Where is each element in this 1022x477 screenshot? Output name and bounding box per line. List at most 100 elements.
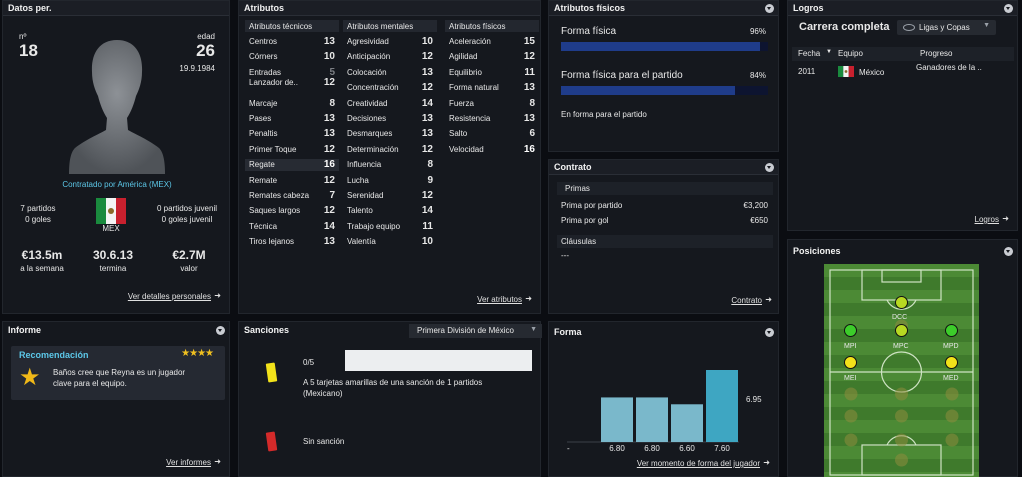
bonuses-header: Primas (557, 182, 773, 195)
dropdown-icon[interactable] (765, 328, 774, 337)
position-mpd-dot[interactable] (945, 324, 958, 337)
attribute-row[interactable]: Trabajo equipo 11 (343, 221, 437, 233)
attribute-row[interactable]: Agilidad 12 (445, 51, 539, 63)
attribute-name: Decisiones (347, 114, 387, 123)
attribute-value: 14 (421, 205, 433, 217)
attribute-name: Concentración (347, 83, 399, 93)
achievements-link[interactable]: Logros (974, 215, 999, 224)
arrow-right-icon: ➜ (214, 291, 221, 300)
attributes-link[interactable]: Ver atributos (477, 295, 522, 304)
attribute-row[interactable]: Penaltis 13 (245, 128, 339, 140)
attribute-value: 16 (323, 159, 335, 171)
attribute-value: 5 (329, 66, 335, 78)
dropdown-icon[interactable] (216, 326, 225, 335)
date-of-birth: 19.9.1984 (179, 64, 215, 73)
form-bar[interactable] (671, 404, 703, 442)
form-average-label: 6.95 (746, 395, 762, 404)
arrow-right-icon: ➜ (763, 458, 770, 467)
attribute-row[interactable]: Pases 13 (245, 113, 339, 125)
attribute-name: Marcaje (249, 98, 278, 108)
attribute-value: 12 (323, 76, 335, 88)
match-fitness-bar (561, 86, 768, 95)
attribute-row[interactable]: Aceleración 15 (445, 36, 539, 48)
attribute-row[interactable]: Marcaje 8 (245, 98, 339, 110)
form-bar[interactable] (636, 397, 668, 442)
achievement-row[interactable]: 2011 México Ganadores de la .. (792, 63, 1014, 79)
chevron-down-icon: ▼ (530, 326, 537, 333)
dropdown-icon[interactable] (1004, 247, 1013, 256)
attribute-row[interactable]: Concentración 12 (343, 82, 437, 94)
attribute-row[interactable]: Decisiones 13 (343, 113, 437, 125)
clauses-value: --- (561, 251, 569, 260)
attribute-row[interactable]: Córners 10 (245, 51, 339, 63)
position-mei-dot[interactable] (844, 356, 857, 369)
col-progress[interactable]: Progreso (920, 49, 953, 58)
attribute-row[interactable]: Velocidad 16 (445, 144, 539, 156)
attribute-row[interactable]: Forma natural 13 (445, 82, 539, 94)
form-bar[interactable] (601, 397, 633, 442)
attribute-value: 8 (427, 159, 433, 171)
form-bar[interactable] (706, 370, 738, 442)
player-silhouette-icon (69, 40, 165, 174)
attribute-row[interactable]: Talento 14 (343, 205, 437, 217)
panel-header: Contrato (549, 160, 778, 175)
form-link[interactable]: Ver momento de forma del jugador (636, 459, 760, 468)
panel-title: Contrato (554, 162, 592, 172)
attribute-row[interactable]: Creatividad 14 (343, 98, 437, 110)
panel-header: Sanciones (239, 322, 540, 337)
rating-stars-icon: ★★★★ (181, 348, 214, 359)
attribute-row[interactable]: Serenidad 12 (343, 190, 437, 202)
attribute-row[interactable]: Salto 6 (445, 128, 539, 140)
position-med-dot[interactable] (945, 356, 958, 369)
attribute-value: 8 (329, 97, 335, 109)
attribute-row[interactable]: Saques largos 12 (245, 205, 339, 217)
attribute-name: Determinación (347, 144, 399, 154)
goals-scored: 0 goles (25, 215, 51, 224)
personal-data-panel: Datos per. nº 18 edad 26 19.9.1984 Contr… (2, 0, 230, 314)
personal-details-link[interactable]: Ver detalles personales (127, 292, 211, 301)
attribute-value: 14 (323, 220, 335, 232)
appearance-bonus-label: Prima por partido (561, 201, 623, 210)
panel-header: Forma (549, 322, 778, 337)
dropdown-icon[interactable] (765, 163, 774, 172)
attribute-name: Lucha (347, 175, 369, 185)
attribute-row[interactable]: Determinación 12 (343, 144, 437, 156)
attribute-row[interactable]: Remates cabeza 7 (245, 190, 339, 202)
position-label: MEI (844, 375, 857, 382)
attribute-row[interactable]: Influencia 8 (343, 159, 437, 171)
col-date[interactable]: Fecha (798, 49, 821, 58)
form-rating-label: 7.60 (714, 444, 730, 452)
attribute-row[interactable]: Colocación 13 (343, 67, 437, 79)
attribute-row[interactable]: Anticipación 12 (343, 51, 437, 63)
reports-link[interactable]: Ver informes (166, 458, 211, 467)
attribute-name: Salto (449, 129, 468, 139)
attribute-row[interactable]: Primer Toque 12 (245, 144, 339, 156)
competition-select[interactable]: Primera División de México ▼ (409, 324, 542, 338)
attribute-row[interactable]: Desmarques 13 (343, 128, 437, 140)
attribute-row[interactable]: Agresividad 10 (343, 36, 437, 48)
attribute-row[interactable]: Valentía 10 (343, 236, 437, 248)
dropdown-icon[interactable] (765, 4, 774, 13)
attribute-row[interactable]: Técnica 14 (245, 221, 339, 233)
attribute-row[interactable]: Remate 12 (245, 175, 339, 187)
position-dcc-dot[interactable] (895, 296, 908, 309)
contract-link[interactable]: Contrato (731, 296, 762, 305)
attribute-row[interactable]: Regate 16 (245, 159, 339, 172)
attribute-value: 13 (421, 113, 433, 124)
dropdown-icon[interactable] (1004, 4, 1013, 13)
attribute-row[interactable]: Centros 13 (245, 36, 339, 48)
achievements-table-header: Fecha ▼ Equipo Progreso (792, 47, 1014, 61)
col-team[interactable]: Equipo (838, 49, 863, 58)
attribute-row[interactable]: Resistencia 13 (445, 113, 539, 125)
fitness-value: 96% (749, 27, 766, 36)
attribute-row[interactable]: Lucha 9 (343, 175, 437, 187)
attribute-row[interactable]: Equilibrio 11 (445, 67, 539, 79)
fitness-status: En forma para el partido (561, 110, 647, 119)
position-mpc-dot[interactable] (895, 324, 908, 337)
attribute-row[interactable]: Tiros lejanos 13 (245, 236, 339, 248)
competition-filter[interactable]: Ligas y Copas ▼ (897, 20, 996, 35)
position-mpi-dot[interactable] (844, 324, 857, 337)
attribute-row[interactable]: Lanzador de.. 12 (245, 77, 339, 89)
attribute-row[interactable]: Entradas 5 (245, 67, 339, 79)
attribute-row[interactable]: Fuerza 8 (445, 98, 539, 110)
